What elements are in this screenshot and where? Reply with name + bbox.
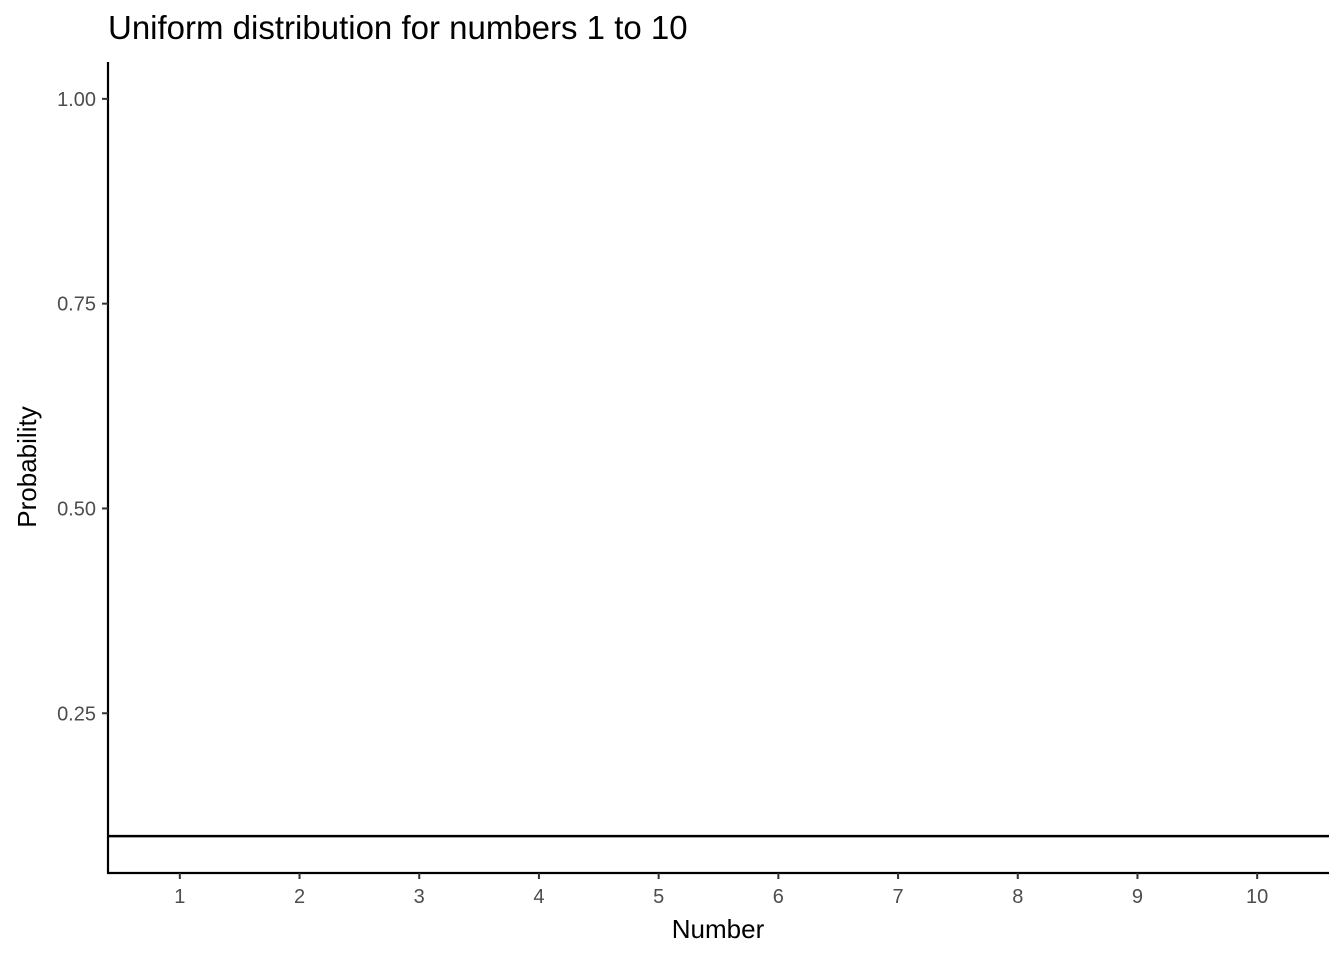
x-tick-label: 10 [1246,886,1268,908]
x-tick-label: 2 [294,886,305,908]
x-tick-label: 4 [533,886,544,908]
y-tick-label: 0.75 [57,294,96,316]
y-tick-label: 0.25 [57,703,96,725]
y-axis-label: Probability [12,406,42,527]
x-tick-label: 6 [773,886,784,908]
y-tick-label: 1.00 [57,89,96,111]
x-tick-label: 7 [892,886,903,908]
chart-title: Uniform distribution for numbers 1 to 10 [108,9,688,46]
y-tick-label: 0.50 [57,498,96,520]
x-tick-label: 9 [1132,886,1143,908]
x-axis-ticks: 1 2 3 4 5 6 7 8 9 10 [174,873,1268,908]
x-tick-label: 8 [1012,886,1023,908]
y-axis-ticks: 0.25 0.50 0.75 1.00 [57,89,108,725]
x-tick-label: 3 [414,886,425,908]
x-tick-label: 1 [174,886,185,908]
x-axis-label: Number [672,914,765,944]
x-tick-label: 5 [653,886,664,908]
